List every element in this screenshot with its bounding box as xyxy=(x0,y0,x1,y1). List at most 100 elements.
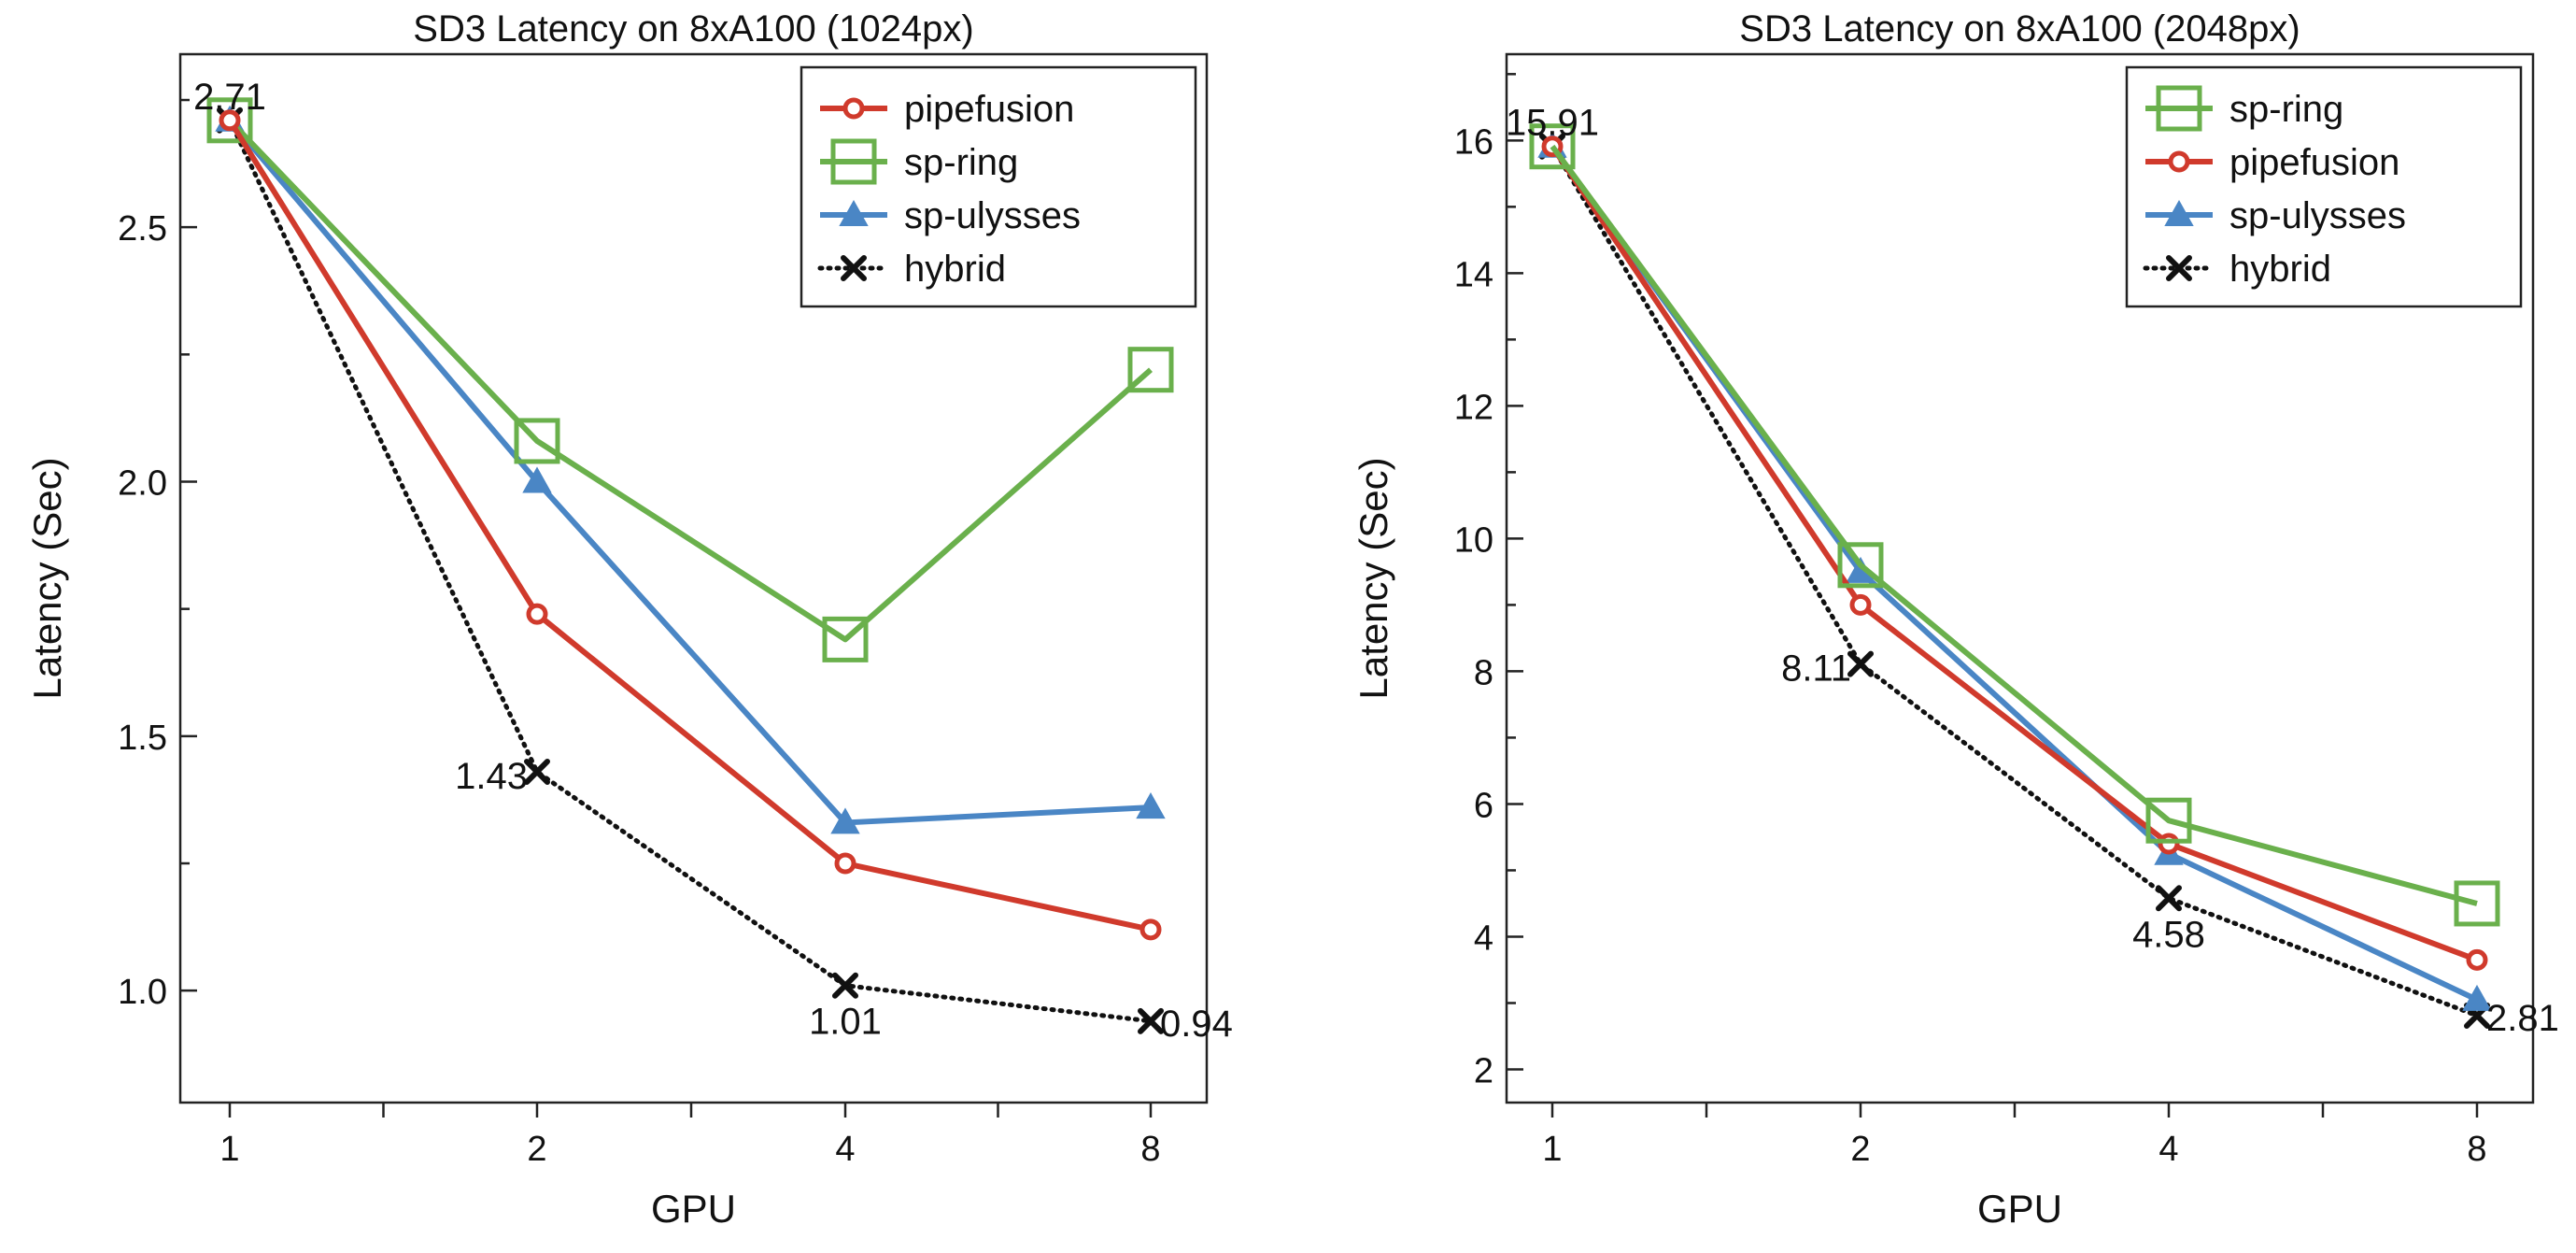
x-axis-label: GPU xyxy=(651,1187,736,1231)
legend-entry-hybrid: hybrid xyxy=(2143,249,2331,290)
legend-label: pipefusion xyxy=(2229,142,2399,183)
x-tick-label: 2 xyxy=(527,1130,546,1169)
legend-label: sp-ulysses xyxy=(2229,195,2406,236)
plot-frame xyxy=(1505,52,2535,1104)
series-pipefusion xyxy=(219,109,1162,941)
data-label: 2.81 xyxy=(2486,998,2559,1039)
series-line-pipefusion xyxy=(1550,145,2479,963)
data-point xyxy=(2158,833,2180,855)
data-point xyxy=(526,603,548,625)
series-pipefusion xyxy=(1541,135,2488,971)
data-point xyxy=(1138,1007,1164,1034)
legend: sp-ring pipefusion sp-ulysses hybrid xyxy=(2125,65,2523,308)
legend-marker xyxy=(830,138,877,185)
data-point xyxy=(514,418,560,464)
data-point xyxy=(2145,797,2192,844)
series-sp-ring xyxy=(206,97,1174,662)
legend-marker xyxy=(842,97,865,120)
data-point xyxy=(1849,593,1872,616)
latency-chart-2048px: SD3 Latency on 8xA100 (2048px)2468101214… xyxy=(1352,8,2559,1231)
data-point xyxy=(1847,650,1874,677)
legend-entry-sp-ulysses: sp-ulysses xyxy=(820,195,1081,236)
series-line-sp-ring xyxy=(1550,144,2478,906)
latency-chart-1024px: SD3 Latency on 8xA100 (1024px) 1.0 1.5 2.0 2… xyxy=(25,8,1233,1231)
data-point xyxy=(822,616,869,662)
data-point xyxy=(1139,918,1162,941)
legend-entry-sp-ulysses: sp-ulysses xyxy=(2145,195,2406,236)
y-tick-label: 1.5 xyxy=(118,719,167,758)
legend-label: sp-ring xyxy=(2229,89,2343,130)
data-label: 0.94 xyxy=(1160,1004,1233,1045)
data-point xyxy=(2462,984,2492,1011)
y-tick-label: 16 xyxy=(1454,122,1493,162)
legend-marker xyxy=(2168,150,2190,173)
series-line-sp-ulysses xyxy=(227,118,1152,826)
data-point xyxy=(2156,885,2182,912)
legend-label: sp-ring xyxy=(904,142,1018,183)
legend-entry-hybrid: hybrid xyxy=(817,249,1006,290)
data-point xyxy=(1529,123,1576,170)
x-tick-label: 8 xyxy=(2467,1130,2486,1169)
data-point xyxy=(2454,880,2500,927)
y-tick-label: 2.0 xyxy=(118,464,167,504)
data-point xyxy=(206,97,253,144)
data-point xyxy=(524,758,550,785)
data-label: 4.58 xyxy=(2132,914,2205,955)
legend-label: hybrid xyxy=(904,249,1006,290)
legend-label: pipefusion xyxy=(904,89,1074,130)
data-point xyxy=(2466,948,2488,971)
y-tick-label: 2.5 xyxy=(118,209,167,249)
legend-entry-sp-ring: sp-ring xyxy=(820,138,1018,185)
x-tick-label: 1 xyxy=(1542,1130,1562,1169)
legend-label: sp-ulysses xyxy=(904,195,1081,236)
data-label: 8.11 xyxy=(1781,648,1851,690)
legend-marker xyxy=(2164,199,2194,226)
x-tick-label: 2 xyxy=(1850,1130,1870,1169)
x-tick-label: 8 xyxy=(1140,1130,1160,1169)
y-tick-label: 6 xyxy=(1474,786,1493,825)
legend-marker xyxy=(841,255,867,281)
x-tick-label: 1 xyxy=(219,1130,239,1169)
data-point xyxy=(834,852,856,875)
y-tick-label: 12 xyxy=(1454,388,1493,427)
data-point xyxy=(832,972,858,999)
data-point xyxy=(830,807,860,834)
legend-marker xyxy=(839,199,869,226)
data-point xyxy=(1136,792,1166,819)
legend-entry-sp-ring: sp-ring xyxy=(2145,85,2343,132)
series-sp-ring xyxy=(1529,123,2500,927)
legend-entry-pipefusion: pipefusion xyxy=(820,89,1074,130)
y-axis-label: Latency (Sec) xyxy=(1352,457,1395,699)
data-point xyxy=(219,109,241,132)
series-line-sp-ring xyxy=(227,118,1153,643)
y-tick-label: 10 xyxy=(1454,520,1493,560)
chart-title: SD3 Latency on 8xA100 (2048px) xyxy=(1739,8,2300,50)
y-tick-label: 4 xyxy=(1474,918,1493,958)
legend-marker xyxy=(2166,255,2192,281)
data-point xyxy=(522,466,552,493)
legend: pipefusion sp-ring sp-ulysses hybrid xyxy=(800,65,1197,308)
data-point xyxy=(1127,347,1174,393)
data-label: 1.01 xyxy=(809,1002,882,1043)
legend-marker xyxy=(2156,85,2202,132)
plot-frame xyxy=(178,52,1209,1104)
y-tick-label: 8 xyxy=(1474,653,1493,692)
data-label: 2.71 xyxy=(193,77,266,118)
x-axis-label: GPU xyxy=(1977,1187,2062,1231)
y-tick-label: 14 xyxy=(1454,255,1493,294)
data-label: 1.43 xyxy=(455,756,528,797)
x-tick-label: 4 xyxy=(2158,1130,2178,1169)
series-line-pipefusion xyxy=(227,119,1152,933)
y-axis-label: Latency (Sec) xyxy=(25,457,69,699)
y-tick-label: 1.0 xyxy=(118,973,167,1012)
series-line-hybrid xyxy=(227,118,1154,1024)
data-point xyxy=(1837,542,1884,589)
chart-title: SD3 Latency on 8xA100 (1024px) xyxy=(413,8,973,50)
series-line-hybrid xyxy=(1550,144,2480,1018)
legend-entry-pipefusion: pipefusion xyxy=(2145,142,2399,183)
y-tick-label: 2 xyxy=(1474,1051,1493,1090)
legend-label: hybrid xyxy=(2229,249,2331,290)
data-label: 15.91 xyxy=(1506,103,1599,144)
x-tick-label: 4 xyxy=(835,1130,855,1169)
